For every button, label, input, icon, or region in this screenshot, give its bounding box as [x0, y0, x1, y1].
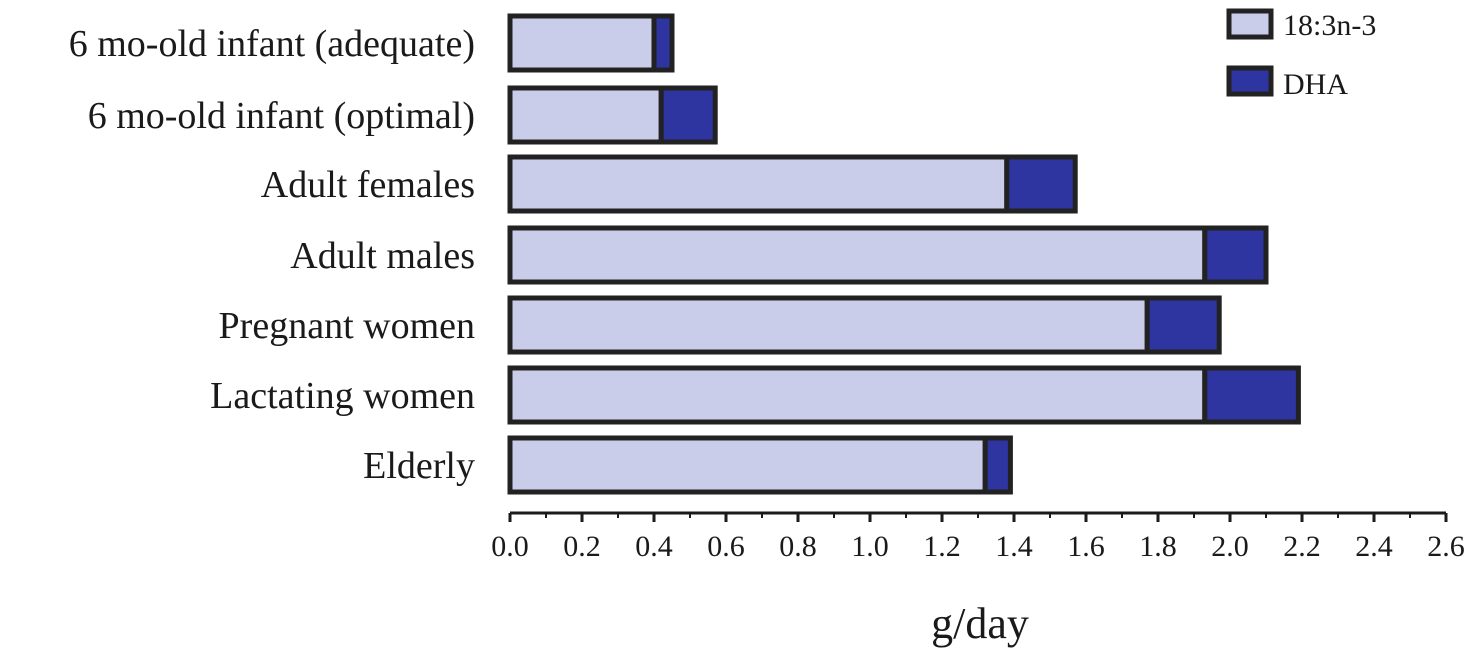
- bar-lactating-women-dha: [1202, 365, 1301, 425]
- x-tick-label: 0.0: [491, 530, 529, 563]
- bar-lactating-women-18-3n-3: [507, 365, 1208, 425]
- bars-group: [507, 13, 1301, 495]
- category-label: Elderly: [363, 445, 475, 487]
- x-axis-title: g/day: [931, 599, 1029, 648]
- category-label: 6 mo-old infant (optimal): [88, 95, 475, 137]
- x-tick-label: 0.8: [779, 530, 817, 563]
- x-tick-label: 1.8: [1139, 530, 1177, 563]
- x-tick-label: 1.6: [1067, 530, 1105, 563]
- x-tick-label: 0.6: [707, 530, 745, 563]
- bar-6-mo-old-infant-adequate-dha: [651, 13, 675, 73]
- bar-6-mo-old-infant-optimal-dha: [658, 85, 718, 145]
- legend-swatch-18-3n-3: [1226, 8, 1274, 40]
- x-tick-label: 2.2: [1283, 530, 1321, 563]
- legend-label-18-3n-3: 18:3n-3: [1283, 9, 1376, 42]
- bar-6-mo-old-infant-optimal-18-3n-3: [507, 85, 664, 145]
- bar-6-mo-old-infant-adequate-18-3n-3: [507, 13, 657, 73]
- bar-elderly-18-3n-3: [507, 435, 988, 495]
- category-label: Adult males: [290, 235, 475, 277]
- x-tick-label: 1.2: [923, 530, 961, 563]
- bar-adult-males-dha: [1202, 225, 1269, 285]
- bar-pregnant-women-18-3n-3: [507, 295, 1150, 355]
- x-axis: 0.0 0.2 0.4 0.6 0.8 1.0 1.2 1.4 1.6 1.8 2.0 2.2 2.4 2…: [491, 511, 1465, 563]
- bar-adult-females-18-3n-3: [507, 154, 1010, 214]
- category-label: 6 mo-old infant (adequate): [69, 23, 475, 65]
- bar-elderly-dha: [982, 435, 1013, 495]
- legend-label-dha: DHA: [1283, 68, 1348, 101]
- x-tick-label: 2.0: [1211, 530, 1249, 563]
- category-label: Pregnant women: [219, 305, 475, 347]
- legend-swatch-dha: [1226, 65, 1274, 97]
- category-labels: 6 mo-old infant (adequate) 6 mo-old infan…: [69, 23, 475, 487]
- category-label: Lactating women: [210, 375, 475, 417]
- x-tick-label: 0.4: [635, 530, 673, 563]
- bar-adult-females-dha: [1004, 154, 1078, 214]
- x-tick-label: 1.0: [851, 530, 889, 563]
- x-tick-label: 0.2: [563, 530, 601, 563]
- legend: 18:3n-3 DHA: [1226, 8, 1376, 101]
- category-label: Adult females: [261, 164, 475, 206]
- x-tick-label: 1.4: [995, 530, 1033, 563]
- bar-adult-males-18-3n-3: [507, 225, 1208, 285]
- x-tick-label: 2.4: [1355, 530, 1393, 563]
- bar-pregnant-women-dha: [1144, 295, 1222, 355]
- x-tick-label: 2.6: [1427, 530, 1465, 563]
